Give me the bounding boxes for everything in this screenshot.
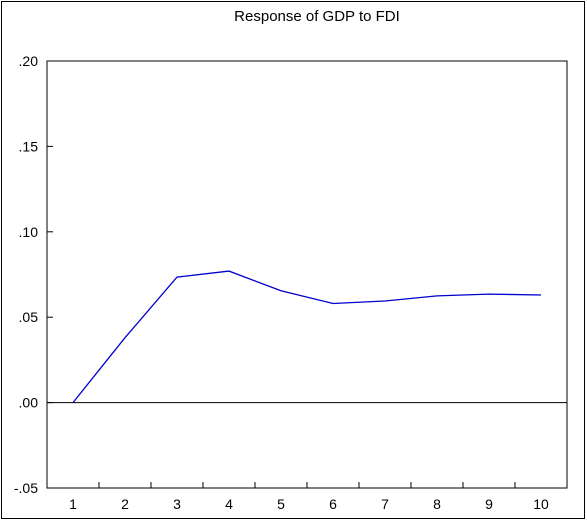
data-point: [331, 302, 335, 306]
x-tick-label: 8: [433, 496, 441, 512]
x-tick-label: 9: [485, 496, 493, 512]
x-tick-label: 7: [381, 496, 389, 512]
x-tick-label: 5: [277, 496, 285, 512]
data-point: [227, 269, 231, 273]
data-point: [383, 299, 387, 303]
x-tick-label: 2: [121, 496, 129, 512]
data-point: [539, 293, 543, 297]
y-tick-label: .00: [19, 395, 39, 411]
data-point: [435, 294, 439, 298]
data-point: [175, 275, 179, 279]
x-tick-label: 10: [533, 496, 549, 512]
x-tick-label: 4: [225, 496, 233, 512]
chart-title: Response of GDP to FDI: [234, 8, 400, 25]
plot-area: [46, 60, 568, 489]
x-tick-label: 6: [329, 496, 337, 512]
x-tick-label: 3: [173, 496, 181, 512]
y-tick-label: .05: [19, 309, 39, 325]
x-tick-label: 1: [69, 496, 77, 512]
data-point: [123, 336, 127, 340]
data-point: [71, 401, 75, 405]
y-tick-label: .20: [19, 53, 39, 69]
data-point: [279, 289, 283, 293]
y-tick-label: .15: [19, 138, 39, 154]
series-line: [72, 270, 542, 404]
data-point: [487, 292, 491, 296]
y-tick-label: .10: [19, 224, 39, 240]
y-tick-label: -.05: [14, 480, 38, 496]
